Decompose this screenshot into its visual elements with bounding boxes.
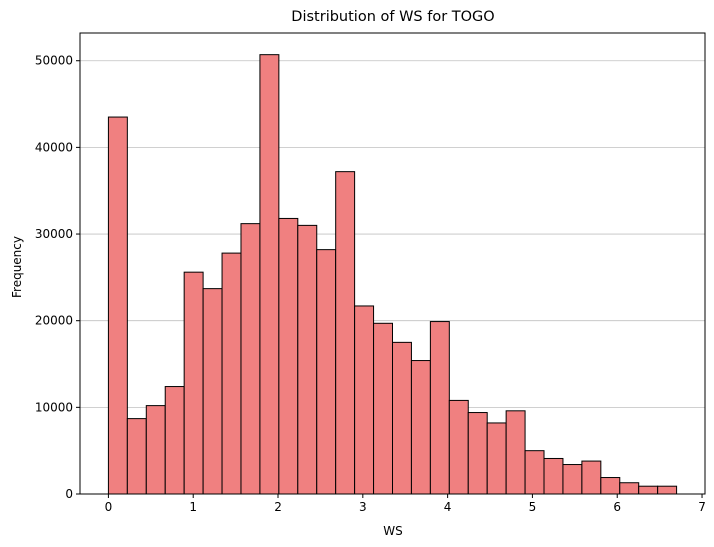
plot-frame bbox=[79, 32, 706, 495]
histogram-bar bbox=[467, 412, 488, 495]
histogram-bar bbox=[581, 460, 602, 495]
histogram-bar bbox=[202, 288, 223, 495]
histogram-bar bbox=[619, 482, 640, 495]
y-tick-label: 0 bbox=[65, 487, 73, 501]
histogram-bar bbox=[221, 252, 242, 495]
x-tick-label: 4 bbox=[444, 500, 452, 514]
y-tick-label: 30000 bbox=[35, 227, 73, 241]
histogram-bar bbox=[145, 405, 166, 495]
chart-title: Distribution of WS for TOGO bbox=[291, 9, 494, 25]
histogram-bar bbox=[448, 399, 469, 495]
x-tick-label: 2 bbox=[274, 500, 282, 514]
x-tick-label: 3 bbox=[359, 500, 367, 514]
histogram-bar bbox=[259, 54, 280, 495]
y-tick-label: 10000 bbox=[35, 400, 73, 414]
y-tick-label: 40000 bbox=[35, 140, 73, 154]
y-axis-label: Frequency bbox=[10, 236, 24, 298]
histogram-bar bbox=[297, 224, 318, 495]
x-axis-label: WS bbox=[383, 524, 402, 538]
histogram-bar bbox=[107, 116, 128, 495]
histogram-bar bbox=[354, 305, 375, 495]
histogram-bar bbox=[126, 418, 147, 495]
x-tick-label: 1 bbox=[189, 500, 197, 514]
histogram-bar bbox=[240, 223, 261, 495]
histogram-bar bbox=[373, 322, 394, 495]
histogram-bar bbox=[524, 450, 545, 495]
x-tick-label: 6 bbox=[613, 500, 621, 514]
histogram-bar bbox=[164, 386, 185, 495]
histogram-bar bbox=[278, 217, 299, 495]
x-tick-label: 0 bbox=[105, 500, 113, 514]
y-tick-label: 50000 bbox=[35, 54, 73, 68]
y-axis: 0 10000 20000 30000 40000 50000 bbox=[35, 54, 80, 501]
histogram-bar bbox=[392, 341, 412, 495]
histogram-bar bbox=[335, 171, 356, 495]
histogram-bar bbox=[410, 360, 431, 495]
histogram-bar bbox=[562, 464, 583, 495]
histogram-bar bbox=[638, 485, 659, 495]
histogram-bar bbox=[486, 422, 507, 495]
y-tick-label: 20000 bbox=[35, 314, 73, 328]
x-axis: 0 1 2 3 4 5 6 7 bbox=[105, 494, 706, 514]
x-tick-label: 7 bbox=[698, 500, 706, 514]
histogram-bar bbox=[505, 410, 526, 495]
x-tick-label: 5 bbox=[529, 500, 537, 514]
histogram-bar bbox=[657, 485, 678, 495]
histogram-bar bbox=[429, 321, 450, 495]
histogram-bar bbox=[316, 249, 337, 495]
histogram-bar bbox=[600, 477, 621, 495]
histogram-bar bbox=[543, 457, 564, 495]
histogram-bar bbox=[183, 271, 204, 495]
